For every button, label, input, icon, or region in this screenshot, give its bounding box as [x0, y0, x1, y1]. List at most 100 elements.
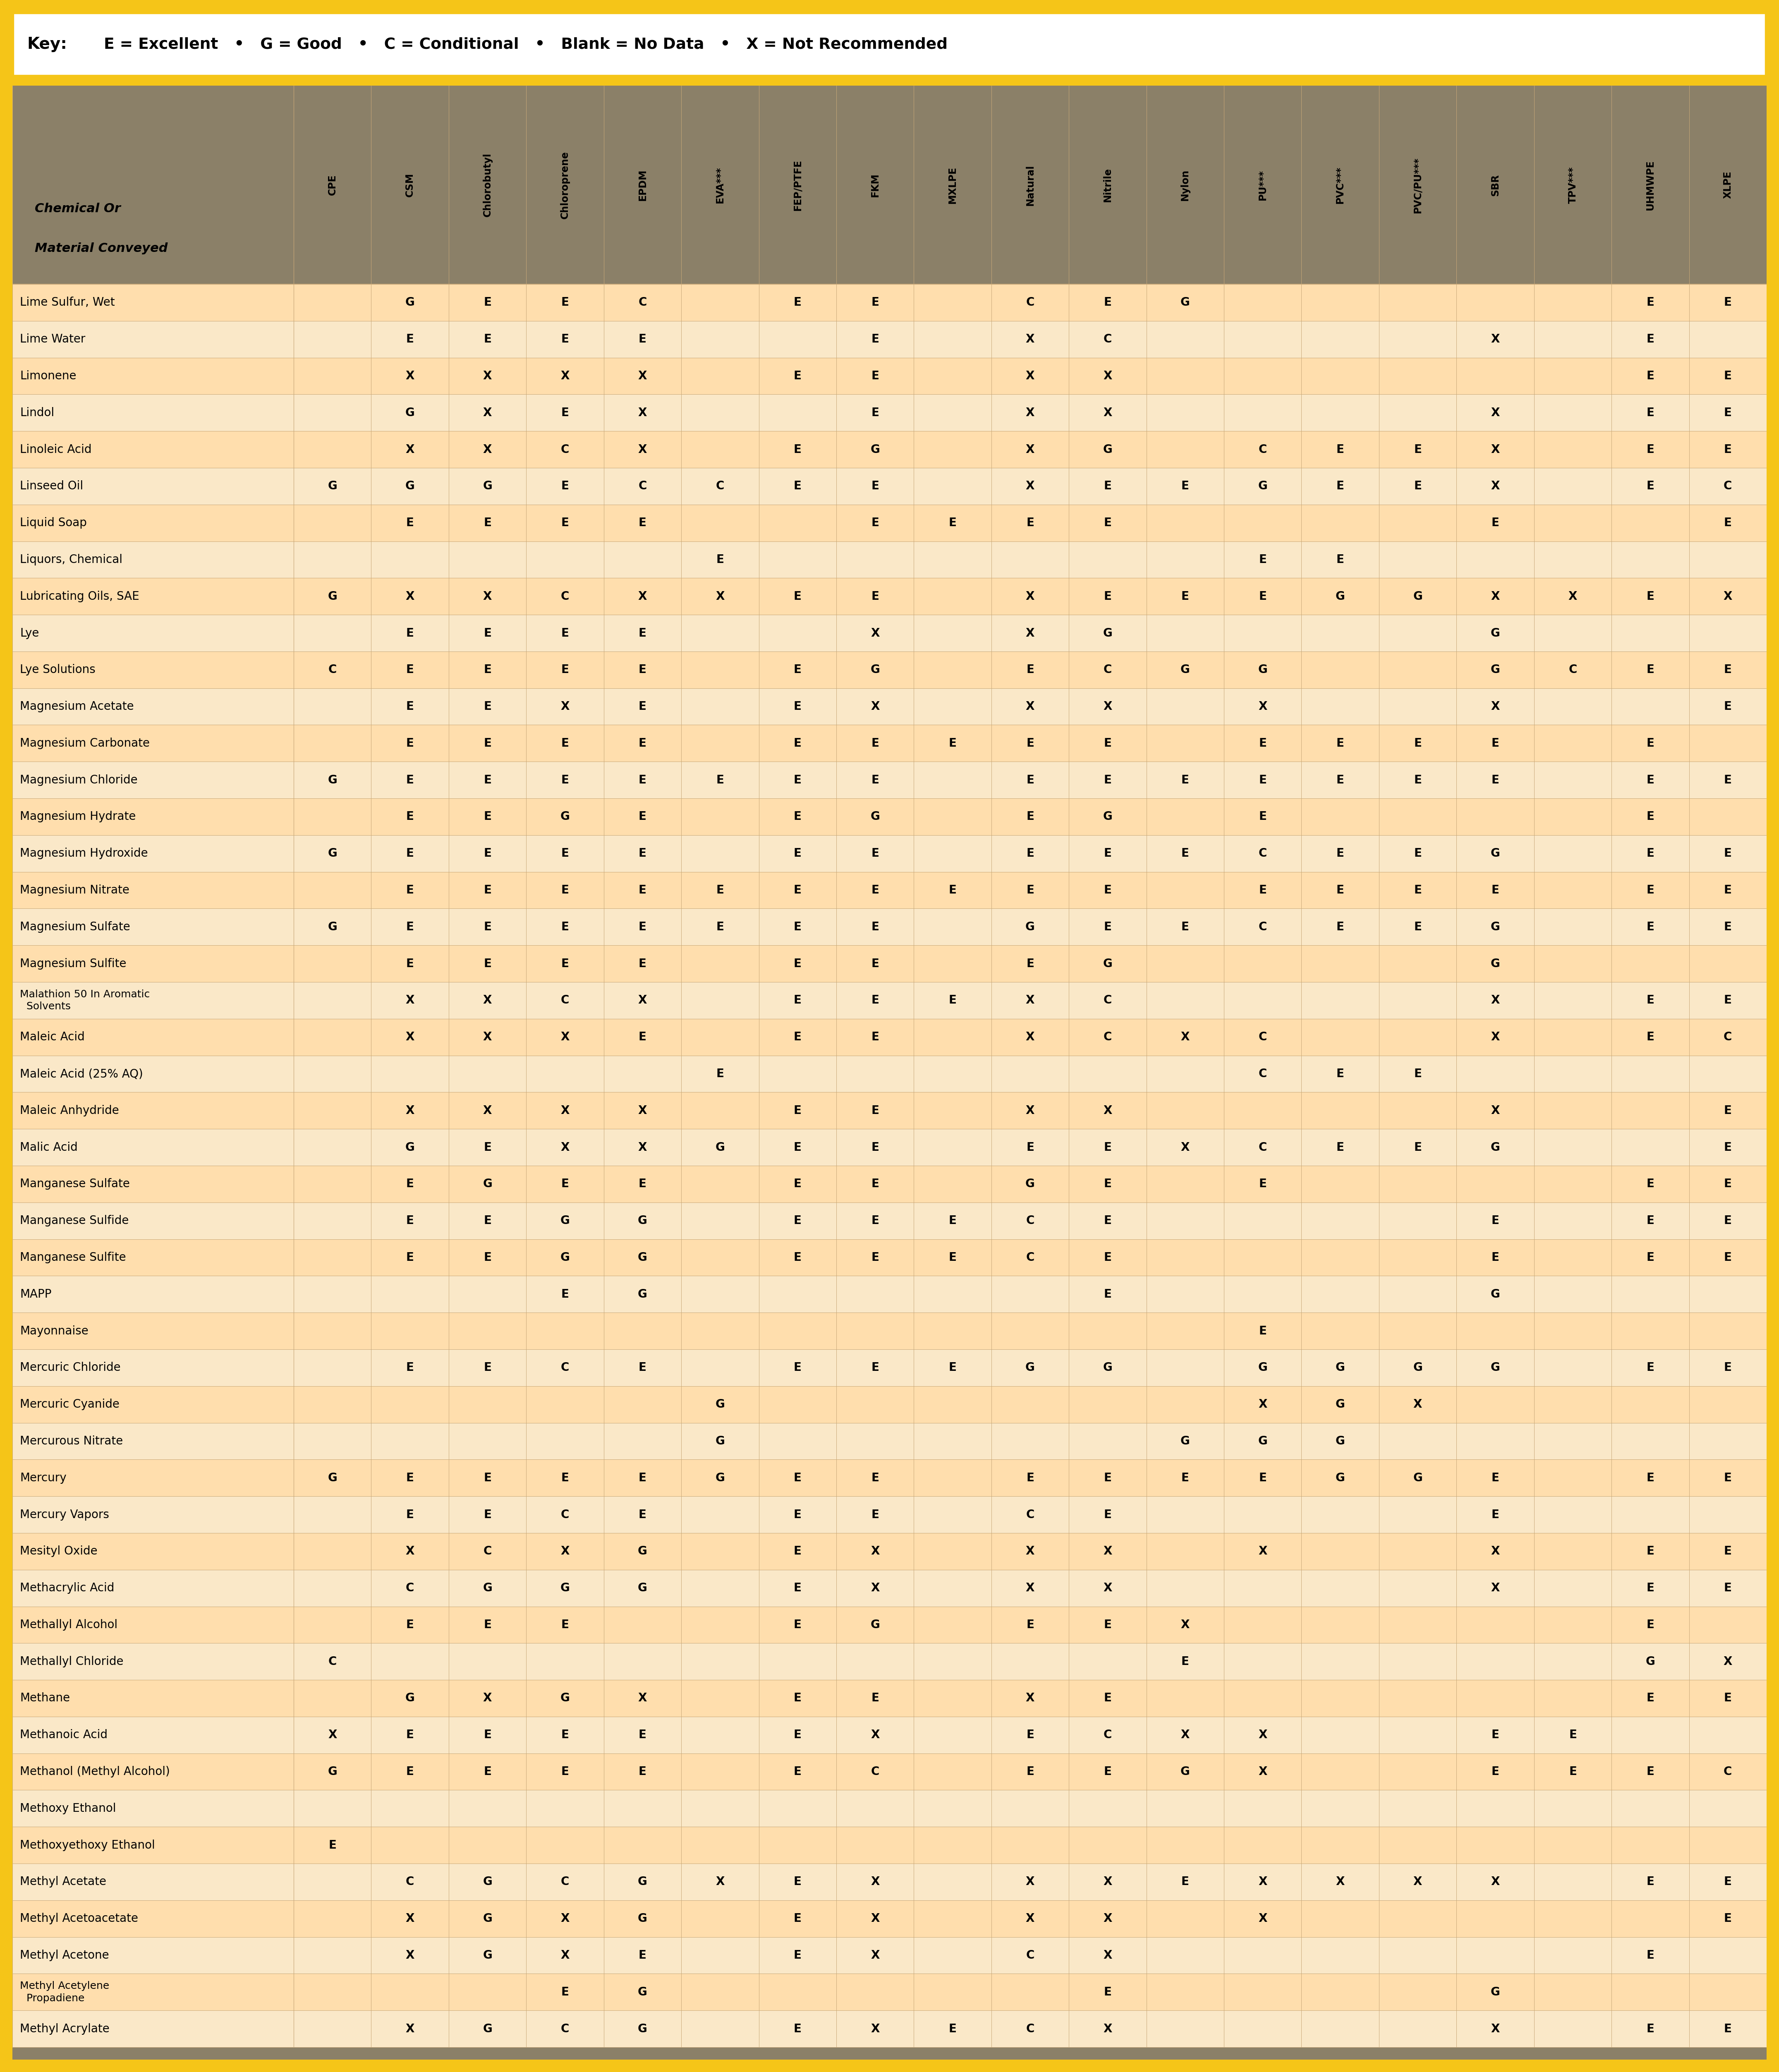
- Bar: [12, 1790, 1767, 1828]
- Text: E: E: [717, 922, 724, 932]
- Text: CSM: CSM: [406, 172, 415, 197]
- Text: G: G: [327, 591, 338, 603]
- Text: Limonene: Limonene: [20, 371, 76, 381]
- Text: E: E: [406, 1179, 415, 1189]
- Bar: [12, 394, 1767, 431]
- Text: G: G: [639, 1289, 648, 1299]
- Text: X: X: [1026, 1583, 1035, 1593]
- Text: G: G: [560, 1214, 569, 1227]
- Text: X: X: [1491, 481, 1500, 491]
- Text: C: C: [1103, 663, 1112, 675]
- Text: E: E: [1336, 481, 1345, 491]
- Text: E: E: [1181, 481, 1188, 491]
- Text: E: E: [1260, 885, 1267, 895]
- Text: E: E: [1026, 1765, 1034, 1778]
- Text: E: E: [560, 1471, 569, 1484]
- Text: E: E: [484, 1471, 491, 1484]
- Bar: [12, 1349, 1767, 1386]
- Text: E: E: [948, 995, 957, 1007]
- Text: E: E: [1103, 518, 1112, 528]
- Text: E: E: [484, 885, 491, 895]
- Text: G: G: [1491, 847, 1500, 860]
- Text: E: E: [406, 922, 415, 932]
- Text: Magnesium Sulfate: Magnesium Sulfate: [20, 922, 130, 932]
- Text: E: E: [1491, 1508, 1500, 1521]
- Bar: [12, 1533, 1767, 1571]
- Text: E: E: [1724, 518, 1731, 528]
- Text: Methyl Acrylate: Methyl Acrylate: [20, 2022, 110, 2035]
- Text: E: E: [1646, 738, 1654, 750]
- Text: E: E: [406, 957, 415, 970]
- Text: E: E: [872, 296, 879, 309]
- Text: X: X: [1026, 443, 1035, 456]
- Text: G: G: [1413, 1471, 1423, 1484]
- Text: E: E: [1103, 847, 1112, 860]
- Text: E: E: [484, 663, 491, 675]
- Text: X: X: [870, 1912, 879, 1925]
- Text: E = Excellent   •   G = Good   •   C = Conditional   •   Blank = No Data   •   X: E = Excellent • G = Good • C = Condition…: [93, 37, 948, 52]
- Text: G: G: [406, 296, 415, 309]
- Text: E: E: [1646, 1032, 1654, 1042]
- Text: E: E: [484, 1508, 491, 1521]
- Text: E: E: [1103, 1693, 1112, 1703]
- Text: X: X: [406, 1104, 415, 1117]
- Text: X: X: [1491, 1583, 1500, 1593]
- Text: E: E: [1336, 847, 1345, 860]
- Text: E: E: [793, 1471, 802, 1484]
- Bar: [12, 578, 1767, 615]
- Text: E: E: [1026, 1142, 1034, 1154]
- Text: G: G: [482, 1179, 493, 1189]
- Text: X: X: [1026, 628, 1035, 638]
- Text: G: G: [1258, 663, 1267, 675]
- Bar: [12, 321, 1767, 358]
- Text: E: E: [1260, 1471, 1267, 1484]
- Text: E: E: [560, 957, 569, 970]
- Text: E: E: [1646, 1546, 1654, 1558]
- Text: C: C: [327, 663, 336, 675]
- Bar: [12, 1900, 1767, 1937]
- Text: E: E: [1724, 922, 1731, 932]
- Text: X: X: [1181, 1032, 1190, 1042]
- Text: X: X: [1026, 1032, 1035, 1042]
- Text: E: E: [1646, 847, 1654, 860]
- Text: X: X: [1491, 995, 1500, 1007]
- Text: C: C: [560, 443, 569, 456]
- Text: X: X: [1103, 1546, 1112, 1558]
- Text: E: E: [484, 1251, 491, 1264]
- Text: G: G: [482, 2022, 493, 2035]
- Text: X: X: [1491, 2022, 1500, 2035]
- Text: E: E: [793, 481, 802, 491]
- Text: E: E: [484, 775, 491, 785]
- Text: X: X: [1491, 1875, 1500, 1888]
- Text: C: C: [1026, 1251, 1034, 1264]
- Text: Manganese Sulfate: Manganese Sulfate: [20, 1179, 130, 1189]
- Text: E: E: [560, 406, 569, 419]
- Text: Lindol: Lindol: [20, 406, 53, 419]
- Text: E: E: [1260, 775, 1267, 785]
- Text: G: G: [1491, 957, 1500, 970]
- Text: E: E: [484, 296, 491, 309]
- Text: E: E: [484, 847, 491, 860]
- Text: X: X: [560, 1142, 569, 1154]
- Text: E: E: [793, 885, 802, 895]
- Text: G: G: [482, 1950, 493, 1962]
- Text: E: E: [1103, 1618, 1112, 1631]
- Bar: [1767, 0, 1779, 2072]
- Text: Magnesium Acetate: Magnesium Acetate: [20, 700, 133, 713]
- Text: E: E: [1724, 2022, 1731, 2035]
- Text: E: E: [560, 1765, 569, 1778]
- Text: E: E: [1026, 1618, 1034, 1631]
- Text: E: E: [793, 1618, 802, 1631]
- Bar: [12, 1606, 1767, 1643]
- Text: E: E: [560, 1618, 569, 1631]
- Text: E: E: [793, 810, 802, 823]
- Text: E: E: [406, 700, 415, 713]
- Text: X: X: [1103, 1104, 1112, 1117]
- Text: E: E: [1336, 885, 1345, 895]
- Text: X: X: [639, 1104, 648, 1117]
- Text: Linoleic Acid: Linoleic Acid: [20, 443, 91, 456]
- Text: X: X: [1491, 591, 1500, 603]
- Text: E: E: [1103, 1214, 1112, 1227]
- Text: Methallyl Chloride: Methallyl Chloride: [20, 1656, 123, 1668]
- Text: E: E: [1103, 922, 1112, 932]
